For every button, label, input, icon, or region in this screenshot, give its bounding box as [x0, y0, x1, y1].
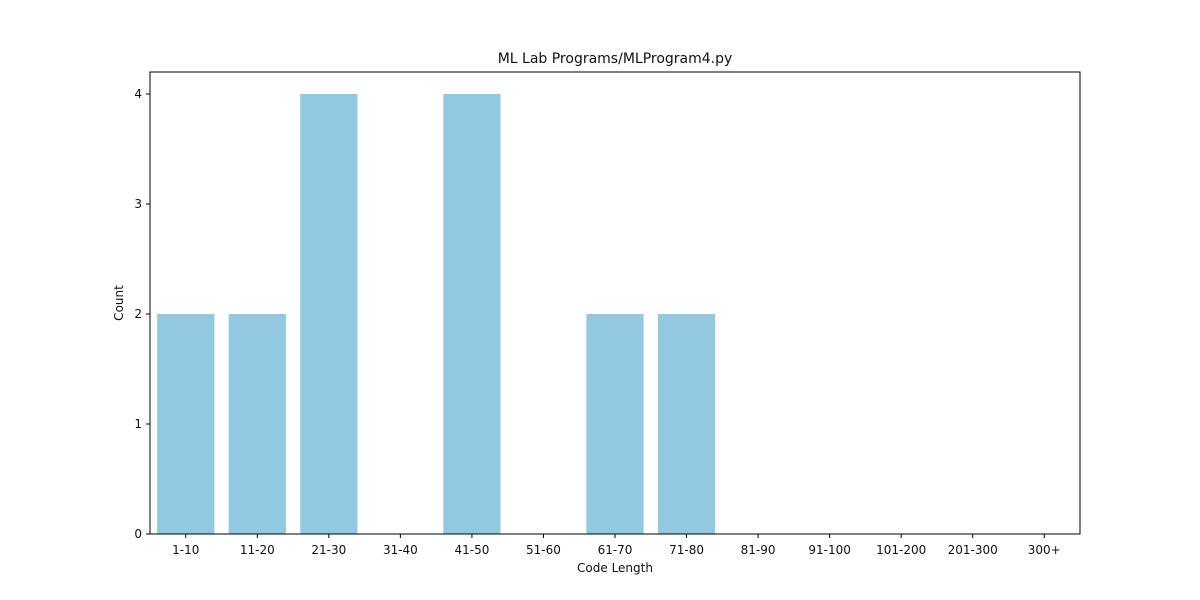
bar-71-80 [657, 314, 716, 534]
x-axis-label: Code Length [577, 561, 653, 575]
x-tick-label: 51-60 [526, 543, 561, 557]
x-tick-label: 300+ [1028, 543, 1061, 557]
chart-title: ML Lab Programs/MLProgram4.py [498, 51, 733, 67]
x-tick-label: 21-30 [311, 543, 346, 557]
bar-41-50 [443, 94, 501, 534]
y-tick-label: 4 [134, 87, 142, 101]
bar-21-30 [300, 94, 358, 534]
bar-1-10 [157, 314, 215, 534]
x-tick-label: 101-200 [876, 543, 926, 557]
x-tick-label: 71-80 [669, 543, 704, 557]
x-tick-label: 91-100 [808, 543, 851, 557]
y-tick-label: 1 [134, 417, 142, 431]
x-axis: 1-10 11-20 21-30 31-40 41-50 51-60 61-70 71-80 8… [172, 534, 1061, 557]
x-tick-label: 41-50 [454, 543, 489, 557]
y-tick-label: 3 [134, 197, 142, 211]
x-tick-label: 81-90 [741, 543, 776, 557]
x-tick-label: 201-300 [948, 543, 998, 557]
x-tick-label: 1-10 [172, 543, 199, 557]
y-axis-label: Count [112, 285, 126, 321]
y-tick-label: 2 [134, 307, 142, 321]
x-tick-label: 11-20 [240, 543, 275, 557]
y-tick-label: 0 [134, 527, 142, 541]
bar-11-20 [228, 314, 286, 534]
y-axis: 0 1 2 3 4 [134, 87, 150, 541]
bars-group [157, 94, 716, 534]
bar-61-70 [586, 314, 644, 534]
x-tick-label: 61-70 [598, 543, 633, 557]
x-tick-label: 31-40 [383, 543, 418, 557]
